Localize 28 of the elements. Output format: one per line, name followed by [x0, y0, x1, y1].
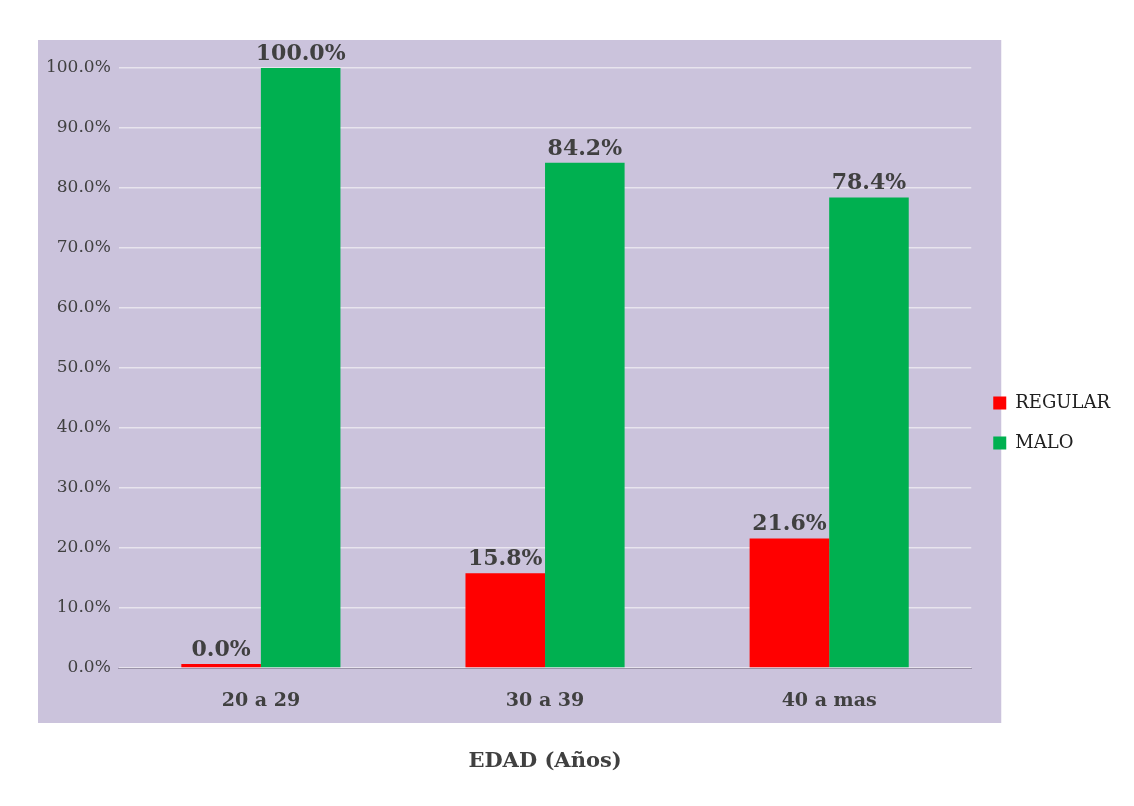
data-label: 15.8%	[468, 543, 543, 570]
legend-label: MALO	[1015, 430, 1074, 452]
bar	[749, 538, 830, 668]
y-tick-label: 60.0%	[56, 296, 111, 317]
y-tick-label: 40.0%	[56, 416, 111, 437]
bar	[829, 197, 909, 668]
y-tick-label: 100.0%	[45, 56, 111, 77]
y-tick-label: 70.0%	[56, 236, 111, 257]
bar	[260, 68, 341, 668]
y-tick-label: 90.0%	[56, 116, 111, 137]
x-tick-label: 20 a 29	[221, 688, 301, 711]
data-label: 84.2%	[547, 133, 623, 160]
x-tick-label: 40 a mas	[781, 688, 877, 711]
y-tick-label: 0.0%	[67, 656, 111, 677]
y-tick-label: 80.0%	[56, 176, 111, 197]
bar	[545, 162, 625, 668]
y-tick-label: 10.0%	[56, 596, 111, 617]
x-tick-label: 30 a 39	[505, 688, 585, 711]
bar	[465, 573, 546, 668]
x-axis-title: EDAD (Años)	[468, 746, 622, 772]
data-label: 100.0%	[255, 38, 346, 65]
y-tick-label: 30.0%	[56, 476, 111, 497]
data-label: 0.0%	[191, 634, 251, 661]
y-tick-label: 50.0%	[56, 356, 111, 377]
data-label: 78.4%	[831, 168, 907, 195]
data-label: 21.6%	[752, 509, 827, 536]
y-tick-label: 20.0%	[56, 536, 111, 557]
legend-label: REGULAR	[1015, 390, 1111, 412]
